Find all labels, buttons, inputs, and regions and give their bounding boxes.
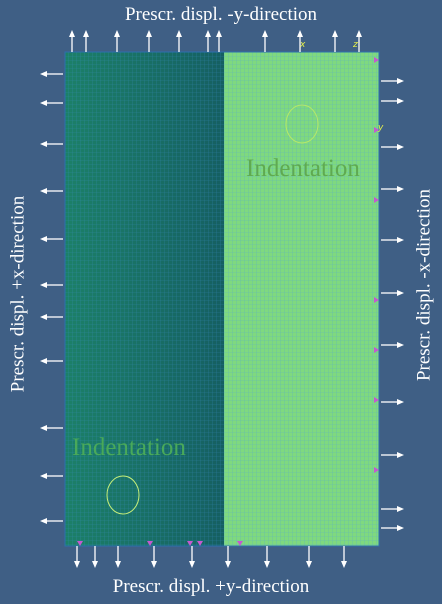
arrow-down-icon <box>151 561 157 568</box>
arrow-down-icon <box>306 561 312 568</box>
constraint-marker-icon <box>77 541 83 546</box>
constraint-markers <box>77 57 379 546</box>
arrow-right-icon <box>397 186 404 192</box>
arrow-right-icon <box>397 144 404 150</box>
constraint-marker-icon <box>187 541 193 546</box>
arrow-right-icon <box>397 452 404 458</box>
arrow-left-icon <box>40 71 47 77</box>
arrow-down-icon <box>264 561 270 568</box>
axis-y-label: y <box>378 123 384 133</box>
arrow-left-icon <box>40 358 47 364</box>
constraint-marker-icon <box>374 397 379 403</box>
arrow-up-icon <box>83 30 89 37</box>
bottom-boundary-label: Prescr. displ. +y-direction <box>112 576 310 597</box>
arrow-left-icon <box>40 473 47 479</box>
arrow-up-icon <box>216 30 222 37</box>
arrow-left-icon <box>40 314 47 320</box>
boundary-arrows <box>40 30 404 568</box>
top-boundary-label: Prescr. displ. -y-direction <box>124 4 318 25</box>
arrow-left-icon <box>40 518 47 524</box>
left-boundary-label: Prescr. displ. +x-direction <box>7 195 29 393</box>
mesh-left-grid <box>65 52 224 546</box>
constraint-marker-icon <box>374 127 379 133</box>
arrow-up-icon <box>146 30 152 37</box>
constraint-marker-icon <box>147 541 153 546</box>
indentation-circle-left <box>106 475 140 515</box>
constraint-marker-icon <box>374 297 379 303</box>
arrow-right-icon <box>397 290 404 296</box>
arrow-left-icon <box>40 282 47 288</box>
arrow-up-icon <box>69 30 75 37</box>
arrow-up-icon <box>332 30 338 37</box>
arrow-up-icon <box>176 30 182 37</box>
arrow-right-icon <box>397 525 404 531</box>
arrow-up-icon <box>356 30 362 37</box>
arrow-down-icon <box>115 561 121 568</box>
arrow-up-icon <box>262 30 268 37</box>
arrow-left-icon <box>40 188 47 194</box>
constraint-marker-icon <box>374 347 379 353</box>
arrow-down-icon <box>92 561 98 568</box>
mesh-right-grid <box>224 52 379 546</box>
arrow-down-icon <box>341 561 347 568</box>
indentation-label-right: Indentation <box>246 155 360 182</box>
constraint-marker-icon <box>374 197 379 203</box>
arrow-down-icon <box>74 561 80 568</box>
arrow-right-icon <box>397 506 404 512</box>
axis-z-label: z <box>353 40 358 50</box>
mesh-border <box>64 51 380 547</box>
arrow-left-icon <box>40 236 47 242</box>
axis-x-label: x <box>300 40 306 50</box>
arrow-right-icon <box>397 342 404 348</box>
constraint-marker-icon <box>374 57 379 63</box>
indentation-label-left: Indentation <box>72 434 186 461</box>
arrow-left-icon <box>40 100 47 106</box>
right-boundary-label: Prescr. displ. -x-direction <box>413 188 435 382</box>
constraint-marker-icon <box>237 541 243 546</box>
arrow-down-icon <box>189 561 195 568</box>
arrow-up-icon <box>114 30 120 37</box>
indentation-circle-right <box>285 104 319 144</box>
arrow-right-icon <box>397 78 404 84</box>
arrow-right-icon <box>397 98 404 104</box>
arrow-up-icon <box>205 30 211 37</box>
arrow-left-icon <box>40 425 47 431</box>
arrow-right-icon <box>397 399 404 405</box>
arrow-right-icon <box>397 237 404 243</box>
arrow-up-icon <box>297 30 303 37</box>
arrow-left-icon <box>40 141 47 147</box>
constraint-marker-icon <box>374 467 379 473</box>
arrow-down-icon <box>225 561 231 568</box>
constraint-marker-icon <box>197 541 203 546</box>
